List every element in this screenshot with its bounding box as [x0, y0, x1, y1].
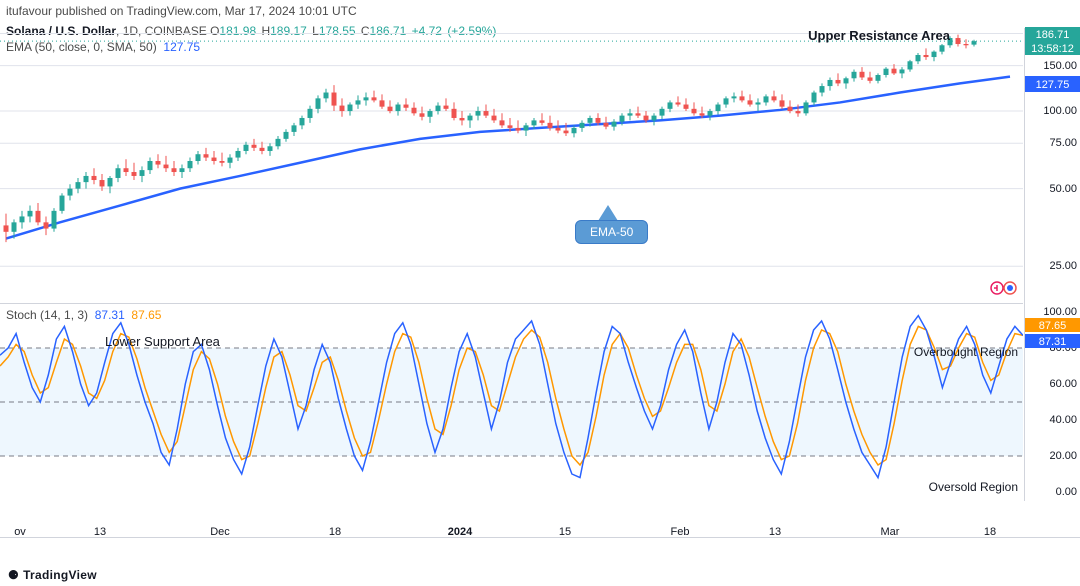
publish-info: itufavour published on TradingView.com, … [6, 4, 357, 18]
ema-callout: EMA-50 [575, 220, 648, 244]
ema-callout-arrow [598, 205, 618, 221]
overbought-label: Overbought Region [914, 345, 1018, 359]
alert-icons[interactable] [990, 281, 1018, 295]
price-axis[interactable]: 200.00150.00100.0075.0050.0025.00186.711… [1024, 28, 1080, 303]
lower-support-label: Lower Support Area [105, 334, 220, 349]
tradingview-watermark: TradingView [8, 568, 97, 582]
stoch-axis[interactable]: 100.0080.0060.0040.0020.000.0087.6587.31 [1024, 303, 1080, 501]
time-axis[interactable]: ov13Dec18202415Feb13Mar18 [0, 518, 1023, 538]
upper-resistance-label: Upper Resistance Area [808, 28, 950, 43]
price-chart[interactable] [0, 28, 1023, 303]
oversold-label: Oversold Region [929, 480, 1018, 494]
stoch-chart[interactable] [0, 303, 1023, 501]
